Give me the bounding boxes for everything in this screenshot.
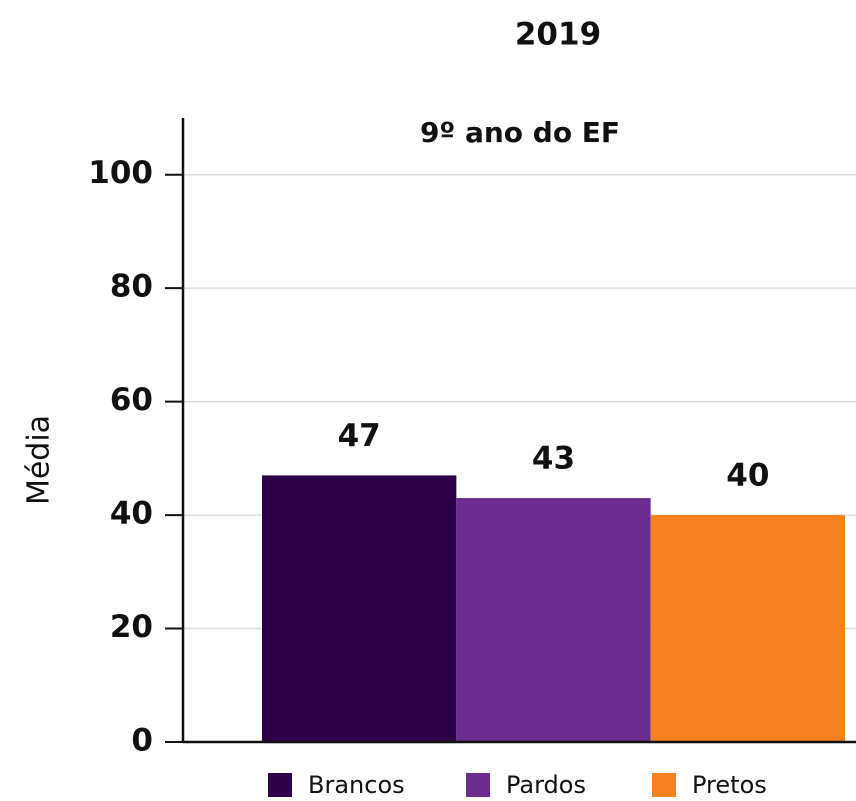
legend-swatch — [268, 773, 292, 797]
legend-swatch — [652, 773, 676, 797]
value-label: 43 — [532, 441, 575, 477]
value-label: 47 — [338, 418, 381, 454]
bar — [650, 515, 845, 742]
legend-label: Brancos — [308, 771, 405, 799]
value-label: 40 — [726, 458, 769, 494]
y-tick-label: 20 — [110, 609, 153, 645]
y-axis-label: Média — [22, 415, 57, 505]
legend-label: Pardos — [506, 771, 586, 799]
bar — [262, 475, 457, 742]
y-tick-label: 0 — [131, 723, 153, 759]
category-label: 9º ano do EF — [420, 116, 620, 149]
y-tick-label: 100 — [88, 155, 153, 191]
legend-swatch — [466, 773, 490, 797]
bar — [456, 498, 651, 742]
y-tick-label: 60 — [110, 382, 153, 418]
y-tick-label: 80 — [110, 269, 153, 305]
chart-title: 2019 — [515, 17, 601, 53]
y-tick-label: 40 — [110, 496, 153, 532]
legend-label: Pretos — [692, 771, 767, 799]
